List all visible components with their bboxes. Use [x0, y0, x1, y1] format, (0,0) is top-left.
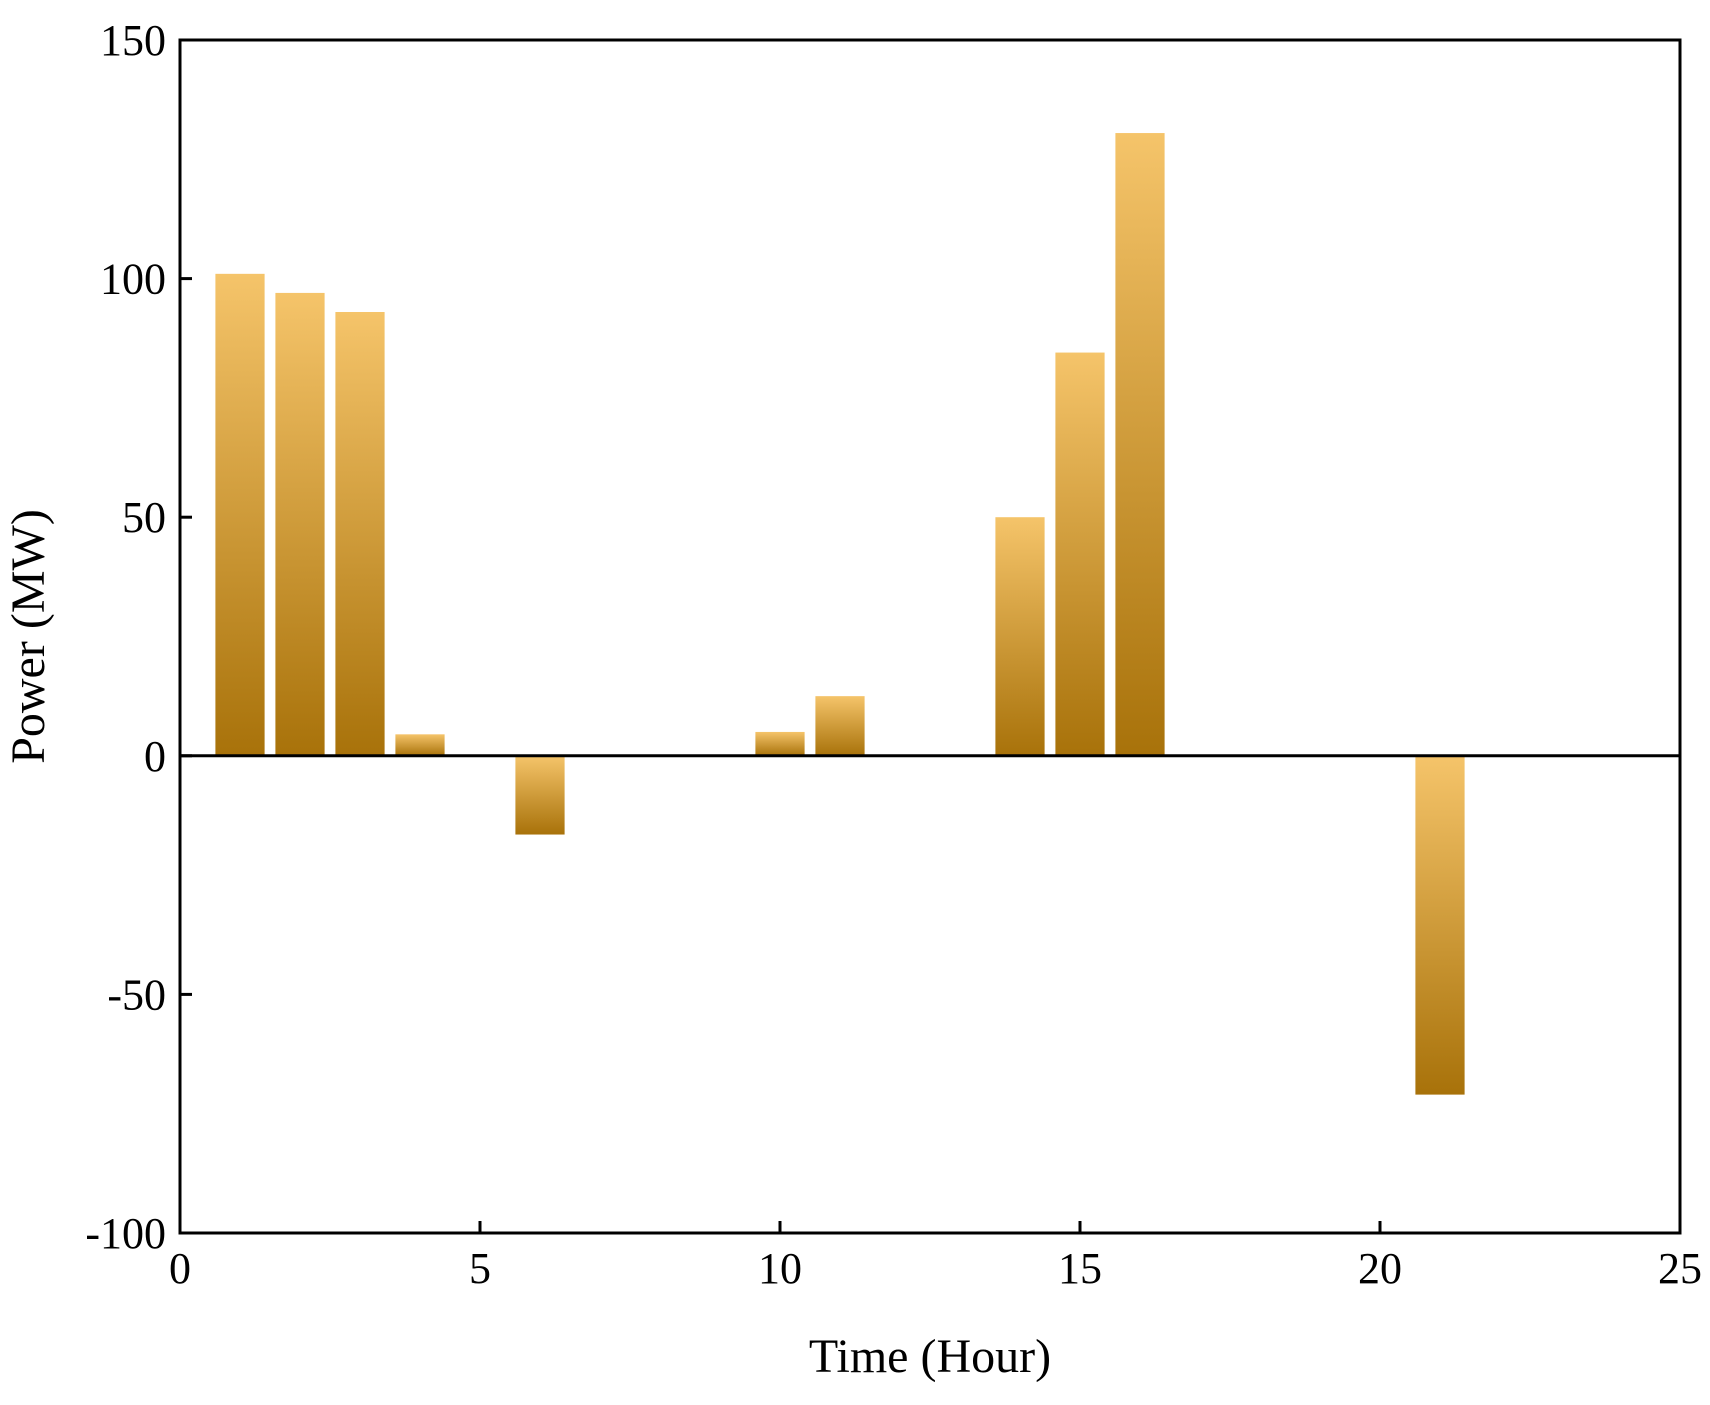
x-tick-label: 15	[1058, 1244, 1102, 1293]
y-tick-label: 0	[144, 732, 166, 781]
plot-frame	[178, 38, 1682, 1235]
bar-hour-3	[335, 312, 385, 756]
bar-hour-4	[395, 734, 445, 756]
bar-hour-1	[215, 273, 265, 756]
y-tick-label: -50	[107, 970, 166, 1019]
bar-hour-10	[755, 731, 805, 756]
y-tick-label: 50	[122, 493, 166, 542]
bar-hour-14	[995, 517, 1045, 756]
y-tick-label: 100	[100, 255, 166, 304]
bar-hour-15	[1055, 352, 1105, 756]
bar-hour-21	[1415, 755, 1465, 1095]
x-tick-label: 0	[169, 1244, 191, 1293]
y-axis-title: Power (MW)	[2, 509, 55, 764]
bar-hour-11	[815, 696, 865, 756]
x-axis-title: Time (Hour)	[809, 1330, 1051, 1383]
bar-hour-6	[515, 755, 565, 835]
x-tick-label: 20	[1358, 1244, 1402, 1293]
bar-hour-2	[275, 292, 325, 756]
x-tick-label: 10	[758, 1244, 802, 1293]
ticks-layer: 0 5 10 15 20 25 -100 -50 0 50 100 150	[85, 16, 1702, 1293]
bars-layer	[215, 133, 1465, 1095]
bar-hour-16	[1115, 133, 1165, 756]
y-tick-label: 150	[100, 16, 166, 65]
y-tick-label: -100	[85, 1209, 166, 1258]
x-tick-label: 25	[1658, 1244, 1702, 1293]
x-tick-label: 5	[469, 1244, 491, 1293]
